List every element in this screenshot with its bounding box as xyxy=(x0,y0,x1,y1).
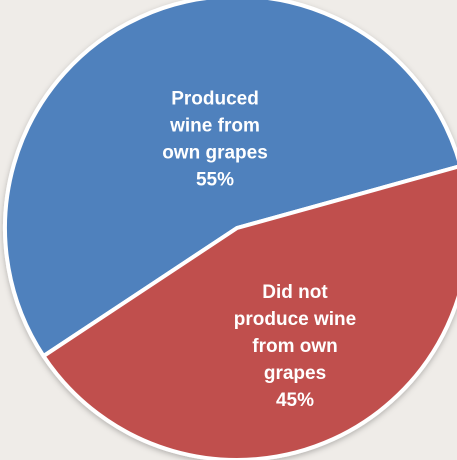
slice-label-line: 45% xyxy=(276,390,314,411)
slice-label-line: 55% xyxy=(196,170,234,191)
slice-label-line: produce wine xyxy=(234,309,356,330)
pie-slice-2 xyxy=(41,164,457,460)
slice-label-line: own grapes xyxy=(162,143,268,164)
slice-label-line: Did not xyxy=(262,282,328,303)
slice-label-line: wine from xyxy=(169,116,260,137)
slice-label-line: Produced xyxy=(171,89,259,110)
slice-label-1: Produced wine from own grapes 55% xyxy=(162,89,268,191)
slice-label-line: from own xyxy=(252,336,338,357)
slice-label-line: grapes xyxy=(264,363,326,384)
slice-label-2: Did not produce wine from own grapes 45% xyxy=(234,282,356,411)
pie-slice-1 xyxy=(3,0,457,359)
